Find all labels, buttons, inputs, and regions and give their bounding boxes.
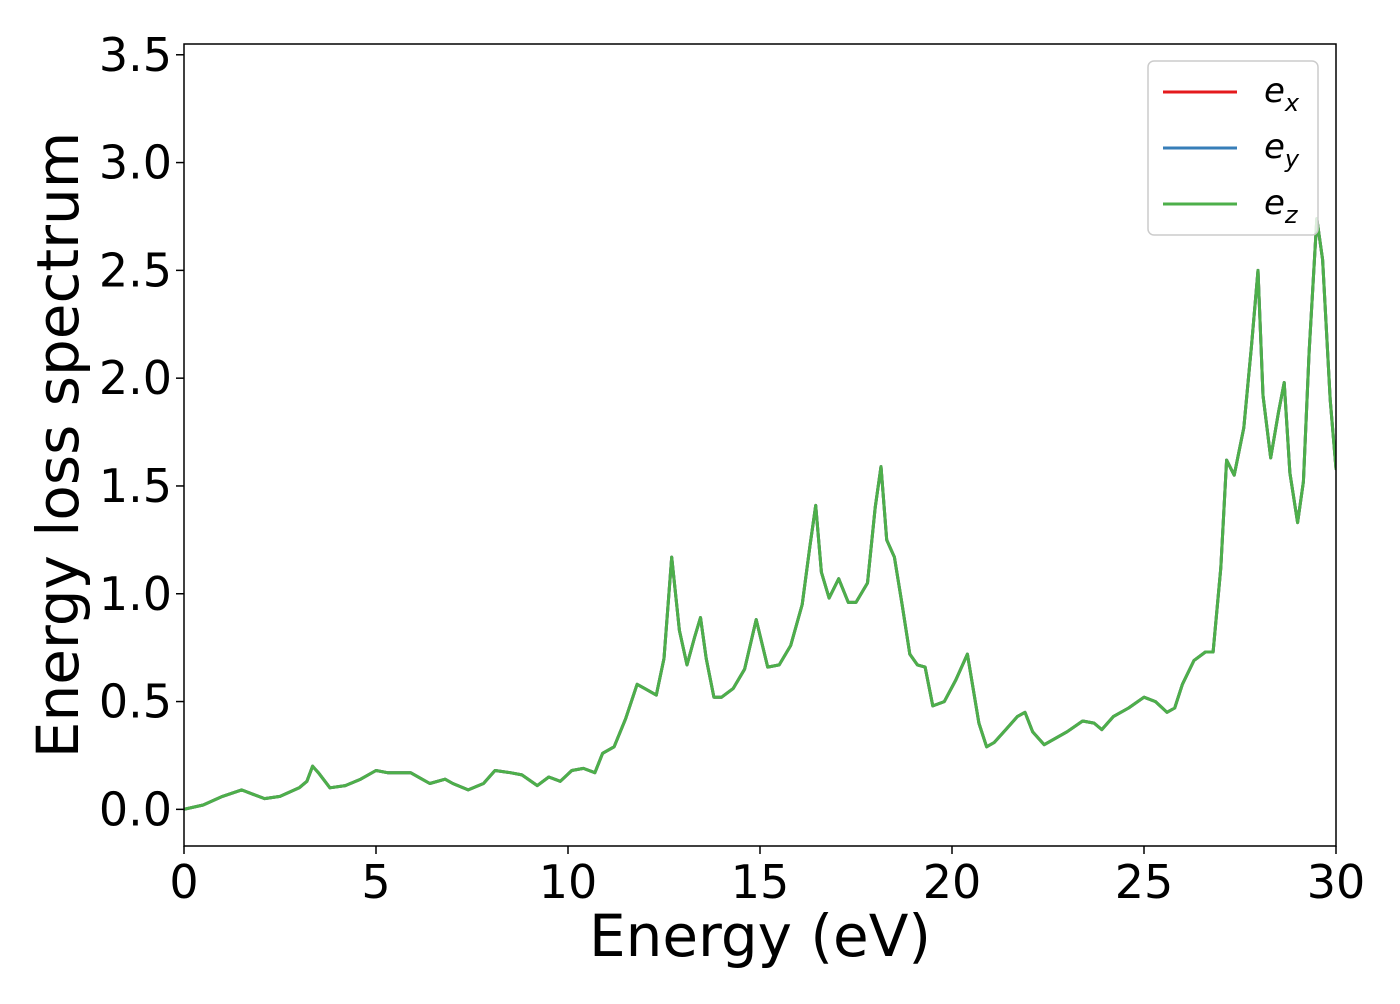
legend-label-y: ey xyxy=(1264,127,1300,173)
x-tick-label: 5 xyxy=(361,855,390,909)
series-layer xyxy=(184,217,1336,811)
y-axis-title: Energy loss spectrum xyxy=(24,132,92,758)
series-line-x xyxy=(184,217,1336,811)
y-tick-label: 1.5 xyxy=(99,459,172,513)
y-tick-label: 2.5 xyxy=(99,243,172,297)
x-tick-label: 20 xyxy=(923,855,982,909)
legend-label-x: ex xyxy=(1264,71,1300,117)
y-axis-ticks: 0.0 0.5 1.0 1.5 2.0 2.5 3.0 3.5 xyxy=(99,28,184,836)
x-tick-label: 0 xyxy=(169,855,198,909)
x-axis-ticks: 0 5 10 15 20 25 30 xyxy=(169,846,1365,909)
x-tick-label: 25 xyxy=(1115,855,1174,909)
y-tick-label: 1.0 xyxy=(99,567,172,621)
y-tick-label: 3.5 xyxy=(99,28,172,82)
y-tick-label: 3.0 xyxy=(99,136,172,190)
series-line-z xyxy=(184,217,1336,811)
x-tick-label: 15 xyxy=(731,855,790,909)
x-tick-label: 30 xyxy=(1307,855,1366,909)
y-tick-label: 0.5 xyxy=(99,675,172,729)
legend: ex ey ez xyxy=(1147,60,1319,236)
x-tick-label: 10 xyxy=(539,855,598,909)
legend-label-z: ez xyxy=(1264,183,1299,229)
series-line-y xyxy=(184,217,1336,811)
x-axis-title: Energy (eV) xyxy=(589,902,931,970)
y-tick-label: 2.0 xyxy=(99,351,172,405)
y-tick-label: 0.0 xyxy=(99,782,172,836)
